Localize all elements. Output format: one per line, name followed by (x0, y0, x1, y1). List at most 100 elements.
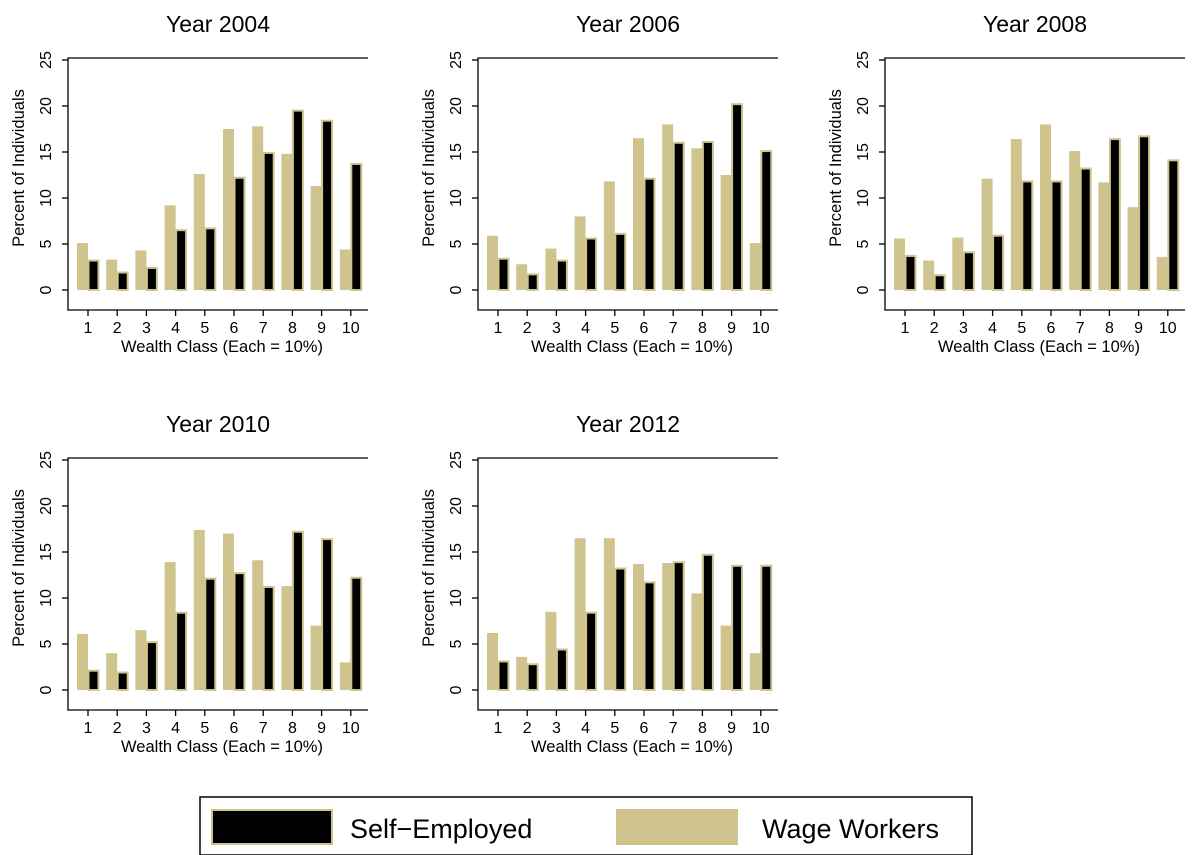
bar-wage-workers (603, 538, 615, 690)
bar-wage-workers (281, 586, 293, 690)
x-tick-label: 2 (113, 720, 122, 737)
x-tick-label: 8 (288, 320, 297, 337)
bar-self-employed (731, 564, 744, 691)
y-axis-title: Percent of Individuals (827, 89, 845, 247)
x-axis-title: Wealth Class (Each = 10%) (531, 338, 733, 356)
y-tick-label: 20 (448, 497, 465, 515)
x-tick-label: 3 (142, 320, 151, 337)
bar-self-employed (291, 530, 304, 692)
legend-label-wage-workers: Wage Workers (762, 814, 939, 844)
y-axis-title: Percent of Individuals (10, 489, 28, 647)
bar-wage-workers (894, 238, 905, 290)
x-tick-label: 7 (259, 320, 268, 337)
x-tick-label: 7 (259, 720, 268, 737)
y-tick-label: 0 (448, 685, 465, 694)
y-tick-label: 10 (448, 589, 465, 607)
bar-self-employed (760, 150, 773, 291)
bar-self-employed (87, 669, 100, 691)
x-tick-label: 9 (317, 320, 326, 337)
x-tick-label: 8 (698, 720, 707, 737)
x-tick-label: 10 (1159, 320, 1177, 337)
bar-self-employed (497, 660, 510, 691)
bar-wage-workers (662, 124, 674, 291)
chart-panel: Year 2008 0 5 10 15 20 25 1 2 3 4 5 6 7 8 9 10 Wealth Cla… (827, 11, 1185, 356)
y-tick-label: 10 (38, 589, 55, 607)
bar-wage-workers (749, 243, 761, 290)
chart-panel: Year 2012 0 5 10 15 20 25 1 2 3 4 5 6 7 8 9 10 Wealth Cla… (420, 411, 778, 756)
bar-self-employed (992, 234, 1005, 291)
x-tick-label: 7 (669, 720, 678, 737)
bar-wage-workers (193, 174, 205, 290)
bar-self-employed (1021, 180, 1034, 291)
bar-wage-workers (633, 138, 644, 290)
bar-self-employed (1050, 180, 1063, 291)
bar-wage-workers (1040, 124, 1051, 291)
panel-title: Year 2010 (166, 411, 270, 437)
x-tick-label: 2 (523, 320, 532, 337)
bar-wage-workers (310, 186, 322, 290)
y-tick-label: 25 (448, 51, 465, 69)
bar-self-employed (1079, 167, 1092, 291)
y-tick-label: 15 (38, 543, 55, 561)
bar-wage-workers (691, 593, 703, 690)
x-tick-label: 3 (142, 720, 151, 737)
y-axis-title: Percent of Individuals (10, 89, 28, 247)
y-tick-label: 15 (38, 143, 55, 161)
y-tick-label: 0 (38, 285, 55, 294)
bar-wage-workers (545, 248, 557, 290)
x-tick-label: 8 (1105, 320, 1114, 337)
bar-self-employed (643, 177, 656, 291)
bar-self-employed (614, 567, 627, 691)
bar-self-employed (643, 581, 656, 691)
bar-self-employed (497, 257, 510, 292)
x-tick-label: 5 (200, 720, 209, 737)
x-tick-label: 5 (610, 320, 619, 337)
bar-wage-workers (135, 630, 147, 690)
x-axis-title: Wealth Class (Each = 10%) (121, 738, 323, 756)
bar-self-employed (204, 577, 217, 691)
x-tick-label: 9 (1134, 320, 1143, 337)
bar-self-employed (585, 237, 598, 291)
bar-self-employed (585, 611, 598, 691)
bar-self-employed (262, 585, 275, 692)
y-tick-label: 5 (448, 639, 465, 648)
x-tick-label: 2 (113, 320, 122, 337)
x-tick-label: 6 (230, 720, 239, 737)
x-tick-label: 1 (494, 720, 503, 737)
y-tick-label: 10 (855, 189, 872, 207)
bar-wage-workers (281, 153, 293, 290)
x-tick-label: 9 (317, 720, 326, 737)
bar-self-employed (145, 266, 158, 292)
x-tick-label: 6 (640, 720, 649, 737)
x-tick-label: 4 (581, 720, 590, 737)
y-tick-label: 20 (855, 97, 872, 115)
plot-frame (477, 57, 778, 311)
bar-self-employed (291, 109, 304, 291)
plot-frame (884, 57, 1185, 311)
y-tick-label: 15 (855, 143, 872, 161)
bar-wage-workers (223, 129, 234, 290)
y-tick-label: 25 (38, 451, 55, 469)
x-tick-label: 10 (342, 720, 360, 737)
x-tick-label: 2 (930, 320, 939, 337)
y-tick-label: 0 (448, 285, 465, 294)
y-axis-title: Percent of Individuals (420, 89, 438, 247)
x-tick-label: 9 (727, 320, 736, 337)
x-tick-label: 10 (752, 720, 770, 737)
bar-self-employed (233, 176, 246, 291)
x-tick-label: 5 (200, 320, 209, 337)
bar-self-employed (204, 227, 217, 291)
bar-self-employed (933, 274, 946, 291)
bar-self-employed (701, 553, 714, 692)
y-tick-label: 20 (38, 497, 55, 515)
bar-self-employed (145, 641, 158, 691)
bar-wage-workers (1069, 151, 1081, 290)
bar-self-employed (175, 611, 188, 691)
bar-self-employed (555, 259, 568, 291)
x-tick-label: 2 (523, 720, 532, 737)
bar-self-employed (526, 273, 539, 291)
y-tick-label: 10 (448, 189, 465, 207)
bar-wage-workers (981, 178, 993, 290)
x-tick-label: 3 (959, 320, 968, 337)
